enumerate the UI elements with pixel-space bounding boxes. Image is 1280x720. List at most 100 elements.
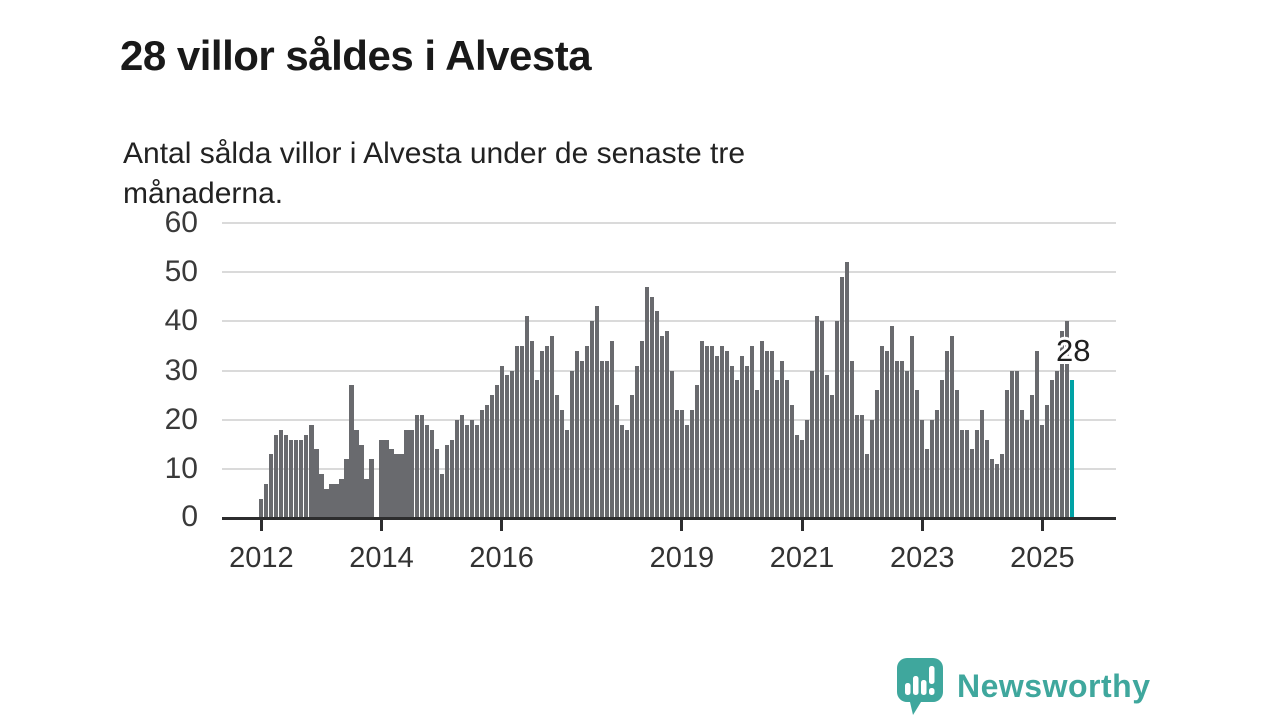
x-axis-tick-2019 — [680, 519, 684, 531]
bar — [409, 429, 414, 519]
bar — [504, 375, 509, 519]
bar — [810, 370, 815, 519]
subtitle-line-2: månaderna. — [123, 176, 284, 210]
bar — [564, 429, 569, 519]
bar — [424, 424, 429, 519]
bar — [339, 479, 344, 519]
bar — [264, 483, 269, 519]
bar — [699, 340, 704, 519]
bar — [624, 429, 629, 519]
bar — [304, 434, 309, 519]
bar — [449, 439, 454, 519]
bar — [284, 434, 289, 519]
bar — [309, 424, 314, 519]
bar — [880, 345, 885, 519]
bar — [354, 429, 359, 519]
bar — [709, 345, 715, 519]
bar — [289, 439, 294, 519]
bar — [1035, 350, 1040, 519]
bar — [855, 414, 860, 519]
x-axis-label-2019: 2019 — [649, 542, 715, 574]
bar — [434, 449, 439, 519]
bar — [825, 375, 830, 519]
bar — [895, 360, 900, 519]
bar — [489, 395, 494, 519]
bar — [815, 316, 820, 519]
y-axis-label-50: 50 — [164, 254, 198, 288]
bar — [384, 439, 389, 519]
bar — [930, 419, 935, 519]
bar — [619, 424, 624, 519]
bar — [614, 405, 619, 519]
bar — [970, 449, 975, 519]
bar — [664, 331, 669, 519]
bar — [805, 419, 810, 519]
bar — [654, 311, 659, 519]
bar — [684, 424, 689, 519]
bar — [539, 350, 544, 519]
bar — [784, 380, 790, 519]
bar — [459, 414, 464, 519]
bar — [769, 350, 775, 519]
bar — [429, 429, 434, 519]
bar — [820, 321, 825, 519]
bar — [579, 360, 584, 519]
bar — [1040, 424, 1045, 519]
bar — [269, 454, 274, 519]
bar — [599, 360, 604, 519]
x-axis-line — [222, 517, 1116, 520]
bar — [659, 335, 664, 519]
y-axis-label-20: 20 — [164, 402, 198, 436]
gridline-y40 — [222, 320, 1116, 323]
bar — [334, 483, 339, 519]
bar — [955, 390, 960, 519]
bar — [724, 350, 730, 519]
bar — [484, 405, 489, 519]
x-axis-tick-2021 — [800, 519, 804, 531]
bar — [404, 429, 409, 519]
x-axis-label-2016: 2016 — [469, 542, 534, 574]
bar — [314, 449, 319, 519]
bar — [529, 340, 534, 519]
bar — [689, 409, 694, 519]
bar — [669, 370, 674, 519]
x-axis-tick-2023 — [920, 519, 924, 531]
bar — [975, 429, 980, 519]
bar — [359, 444, 364, 519]
bar — [544, 345, 549, 519]
bar — [714, 355, 720, 519]
bar — [279, 429, 284, 519]
bar — [980, 409, 985, 519]
bar — [1000, 454, 1005, 519]
bar — [990, 459, 995, 519]
bar — [1030, 395, 1035, 519]
bar — [915, 390, 920, 519]
bar — [469, 419, 474, 519]
bar — [704, 345, 710, 519]
bar — [559, 409, 564, 519]
bar — [649, 296, 654, 519]
bar — [830, 395, 835, 519]
bar — [835, 321, 840, 519]
bar — [514, 345, 519, 519]
bar — [609, 340, 614, 519]
subtitle-line-1: Antal sålda villor i Alvesta under de se… — [123, 137, 746, 170]
bar — [1045, 405, 1050, 519]
bar — [444, 444, 449, 519]
bar — [439, 474, 444, 519]
bar — [464, 424, 469, 519]
x-axis-tick-2014 — [380, 519, 384, 531]
bar — [694, 385, 699, 519]
bar — [479, 409, 484, 519]
bar — [344, 459, 349, 519]
bar — [905, 370, 910, 519]
bar — [985, 439, 990, 519]
bar — [960, 429, 965, 519]
bar — [569, 370, 574, 519]
bar — [794, 434, 800, 519]
gridline-y50 — [222, 270, 1116, 273]
bar — [329, 483, 334, 519]
bar — [1020, 409, 1025, 519]
y-axis-label-10: 10 — [164, 452, 198, 486]
x-axis-label-2012: 2012 — [229, 542, 294, 574]
